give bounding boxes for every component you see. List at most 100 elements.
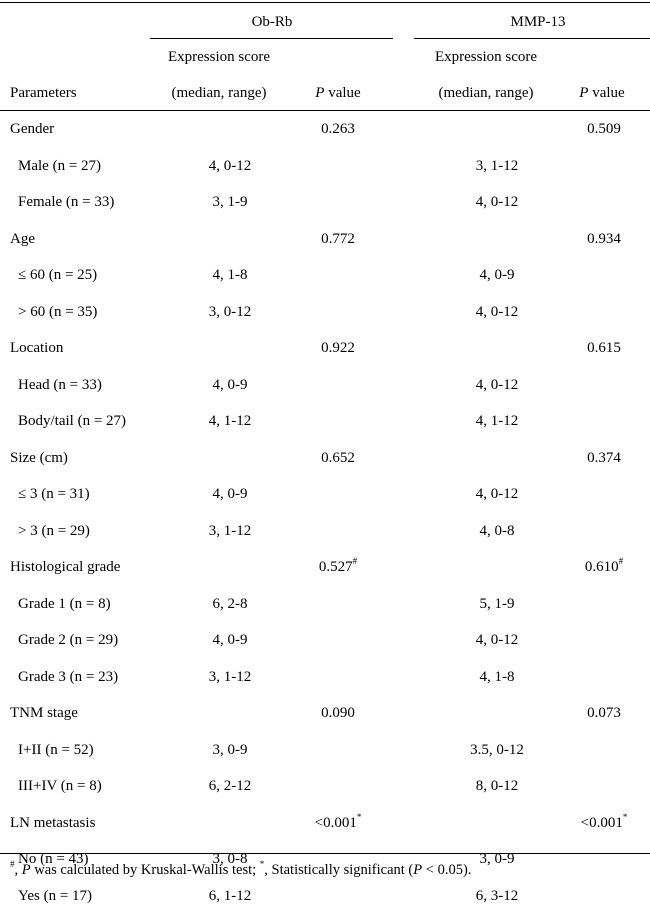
mmp-13-p-value: 0.509: [587, 120, 621, 138]
mmp-13-expression-score: 4, 1-8: [479, 668, 515, 685]
mmp-13-expression-score: 4, 0-12: [475, 376, 519, 393]
parameter-label: Size (cm): [10, 449, 68, 466]
mmp-13-p-number: 0.073: [587, 705, 621, 721]
parameter-label: ≤ 60 (n = 25): [18, 267, 98, 283]
ob-rb-p-value: 0.652: [321, 449, 355, 467]
header-mmp-p-italic: P: [579, 85, 589, 101]
table-row: Location 0.922 0.615: [0, 330, 650, 366]
mmp-13-expression-score: 8, 0-12: [475, 778, 519, 794]
parameter-label: Histological grade: [10, 559, 121, 575]
ob-rb-expression-score: 3, 1-12: [208, 522, 252, 539]
ob-rb-expression-score: 3, 0-12: [208, 303, 252, 320]
ob-rb-p-mark: *: [356, 811, 362, 822]
ob-rb-p-value: 0.263: [321, 120, 355, 138]
table-row: Grade 1 (n = 8) 6, 2-8 5, 1-9: [0, 586, 650, 622]
table-row: > 60 (n = 35) 3, 0-12 4, 0-12: [0, 294, 650, 330]
table-row: Body/tail (n = 27) 4, 1-12 4, 1-12: [0, 403, 650, 439]
ob-rb-p-value: <0.001*: [314, 811, 362, 832]
ob-rb-expression-score: 3, 1-9: [212, 194, 248, 210]
table-row: TNM stage 0.090 0.073: [0, 695, 650, 731]
ob-rb-expression-score: 4, 0-9: [212, 632, 248, 648]
header-parameters: Parameters: [10, 85, 77, 101]
table-row: > 3 (n = 29) 3, 1-12 4, 0-8: [0, 513, 650, 549]
footnote-text3: , Statistically significant (: [264, 862, 414, 878]
parameter-label: TNM stage: [10, 705, 78, 721]
parameter-label: LN metastasis: [10, 814, 96, 831]
mmp-13-p-value: <0.001*: [580, 811, 628, 832]
table-row: ≤ 60 (n = 25) 4, 1-8 4, 0-9: [0, 257, 650, 293]
mmp-13-expression-score: 4, 0-12: [475, 303, 519, 320]
parameter-label: Grade 2 (n = 29): [18, 632, 119, 648]
table-row: Size (cm) 0.652 0.374: [0, 440, 650, 476]
header-ob-p-italic: P: [315, 85, 325, 101]
ob-rb-p-number: 0.090: [321, 705, 355, 721]
table-footnote: #, P was calculated by Kruskal-Wallis te…: [10, 859, 472, 879]
ob-rb-expression-score: 3, 1-12: [208, 668, 252, 685]
parameter-label: > 3 (n = 29): [18, 522, 90, 539]
footnote-text4: < 0.05).: [422, 862, 472, 878]
mmp-13-expression-score: 3, 1-12: [475, 157, 519, 174]
table-row: LN metastasis <0.001* <0.001*: [0, 805, 650, 841]
ob-rb-p-number: <0.001: [314, 814, 357, 831]
table-row: Female (n = 33) 3, 1-9 4, 0-12: [0, 184, 650, 220]
parameter-label: Location: [10, 340, 64, 356]
ob-rb-p-number: 0.263: [321, 121, 355, 137]
ob-rb-p-mark: #: [352, 556, 358, 566]
footnote-hash-mark: #: [10, 859, 15, 870]
mmp-13-expression-score: 3.5, 0-12: [470, 741, 524, 758]
mmp-13-expression-score: 4, 0-12: [475, 194, 519, 210]
table-row: III+IV (n = 8) 6, 2-12 8, 0-12: [0, 768, 650, 804]
mmp-13-p-mark: #: [618, 556, 624, 566]
parameter-label: No (n = 43): [18, 851, 89, 867]
mmp-13-expression-score: 4, 0-12: [475, 486, 519, 502]
ob-rb-p-value: 0.772: [321, 230, 355, 248]
header-mmp-p-rest: value: [588, 85, 625, 101]
header-ob-expr-line2: (median, range): [171, 85, 267, 101]
mmp-13-expression-score: 6, 3-12: [475, 887, 519, 904]
header-bottom-rule: [0, 110, 650, 111]
ob-rb-p-number: 0.922: [321, 340, 355, 356]
mmp-13-p-value: 0.374: [587, 449, 621, 467]
table-row: ≤ 3 (n = 31) 4, 0-9 4, 0-12: [0, 476, 650, 512]
table-row: Yes (n = 17) 6, 1-12 6, 3-12: [0, 878, 650, 914]
mmp-13-p-number: 0.509: [587, 121, 621, 137]
parameter-label: Yes (n = 17): [18, 887, 93, 904]
mmp-13-expression-score: 4, 0-8: [479, 522, 515, 539]
header-ob-expr-line1: Expression score: [167, 49, 271, 65]
table-row: No (n = 43) 3, 0-8 3, 0-9: [0, 841, 650, 877]
mmp-13-expression-score: 3, 0-9: [479, 851, 515, 867]
mmp-13-expression-score: 4, 0-9: [479, 267, 515, 283]
ob-rb-p-value: 0.090: [321, 704, 355, 722]
ob-rb-p-number: 0.652: [321, 449, 355, 466]
mmp-13-p-number: 0.615: [587, 340, 621, 356]
ob-rb-p-value: 0.922: [321, 339, 355, 357]
table-row: Age 0.772 0.934: [0, 221, 650, 257]
table-row: Male (n = 27) 4, 0-12 3, 1-12: [0, 148, 650, 184]
mmp-13-p-value: 0.073: [587, 704, 621, 722]
parameter-label: Age: [10, 230, 35, 247]
mmp-13-p-number: 0.934: [587, 230, 621, 247]
header-mmp-expr-line2: (median, range): [438, 85, 534, 101]
parameter-label: I+II (n = 52): [18, 741, 94, 758]
ob-rb-p-value: 0.527#: [319, 556, 358, 576]
footnote-p-italic-2: P: [413, 862, 423, 878]
mmp-13-expression-score: 4, 1-12: [475, 413, 519, 429]
parameter-label: Grade 3 (n = 23): [18, 668, 119, 685]
ob-rb-expression-score: 4, 1-12: [208, 413, 252, 429]
table-row: Gender 0.263 0.509: [0, 111, 650, 147]
mmp-13-p-value: 0.610#: [585, 556, 624, 576]
parameter-label: Body/tail (n = 27): [18, 413, 127, 429]
footnote-star-mark: *: [259, 859, 265, 870]
header-ob-rb: Ob-Rb: [251, 14, 293, 30]
parameter-label: Gender: [10, 121, 55, 137]
mmp-13-group-rule: [414, 38, 650, 39]
ob-rb-expression-score: 3, 0-8: [212, 851, 248, 867]
table-row: I+II (n = 52) 3, 0-9 3.5, 0-12: [0, 732, 650, 768]
mmp-13-p-number: <0.001: [580, 814, 623, 831]
table-bottom-rule: [0, 853, 650, 854]
parameter-label: ≤ 3 (n = 31): [18, 486, 90, 502]
mmp-13-p-mark: *: [622, 811, 628, 822]
header-ob-p-value: P value: [315, 84, 360, 102]
table-row: Head (n = 33) 4, 0-9 4, 0-12: [0, 367, 650, 403]
table-row: Grade 2 (n = 29) 4, 0-9 4, 0-12: [0, 622, 650, 658]
